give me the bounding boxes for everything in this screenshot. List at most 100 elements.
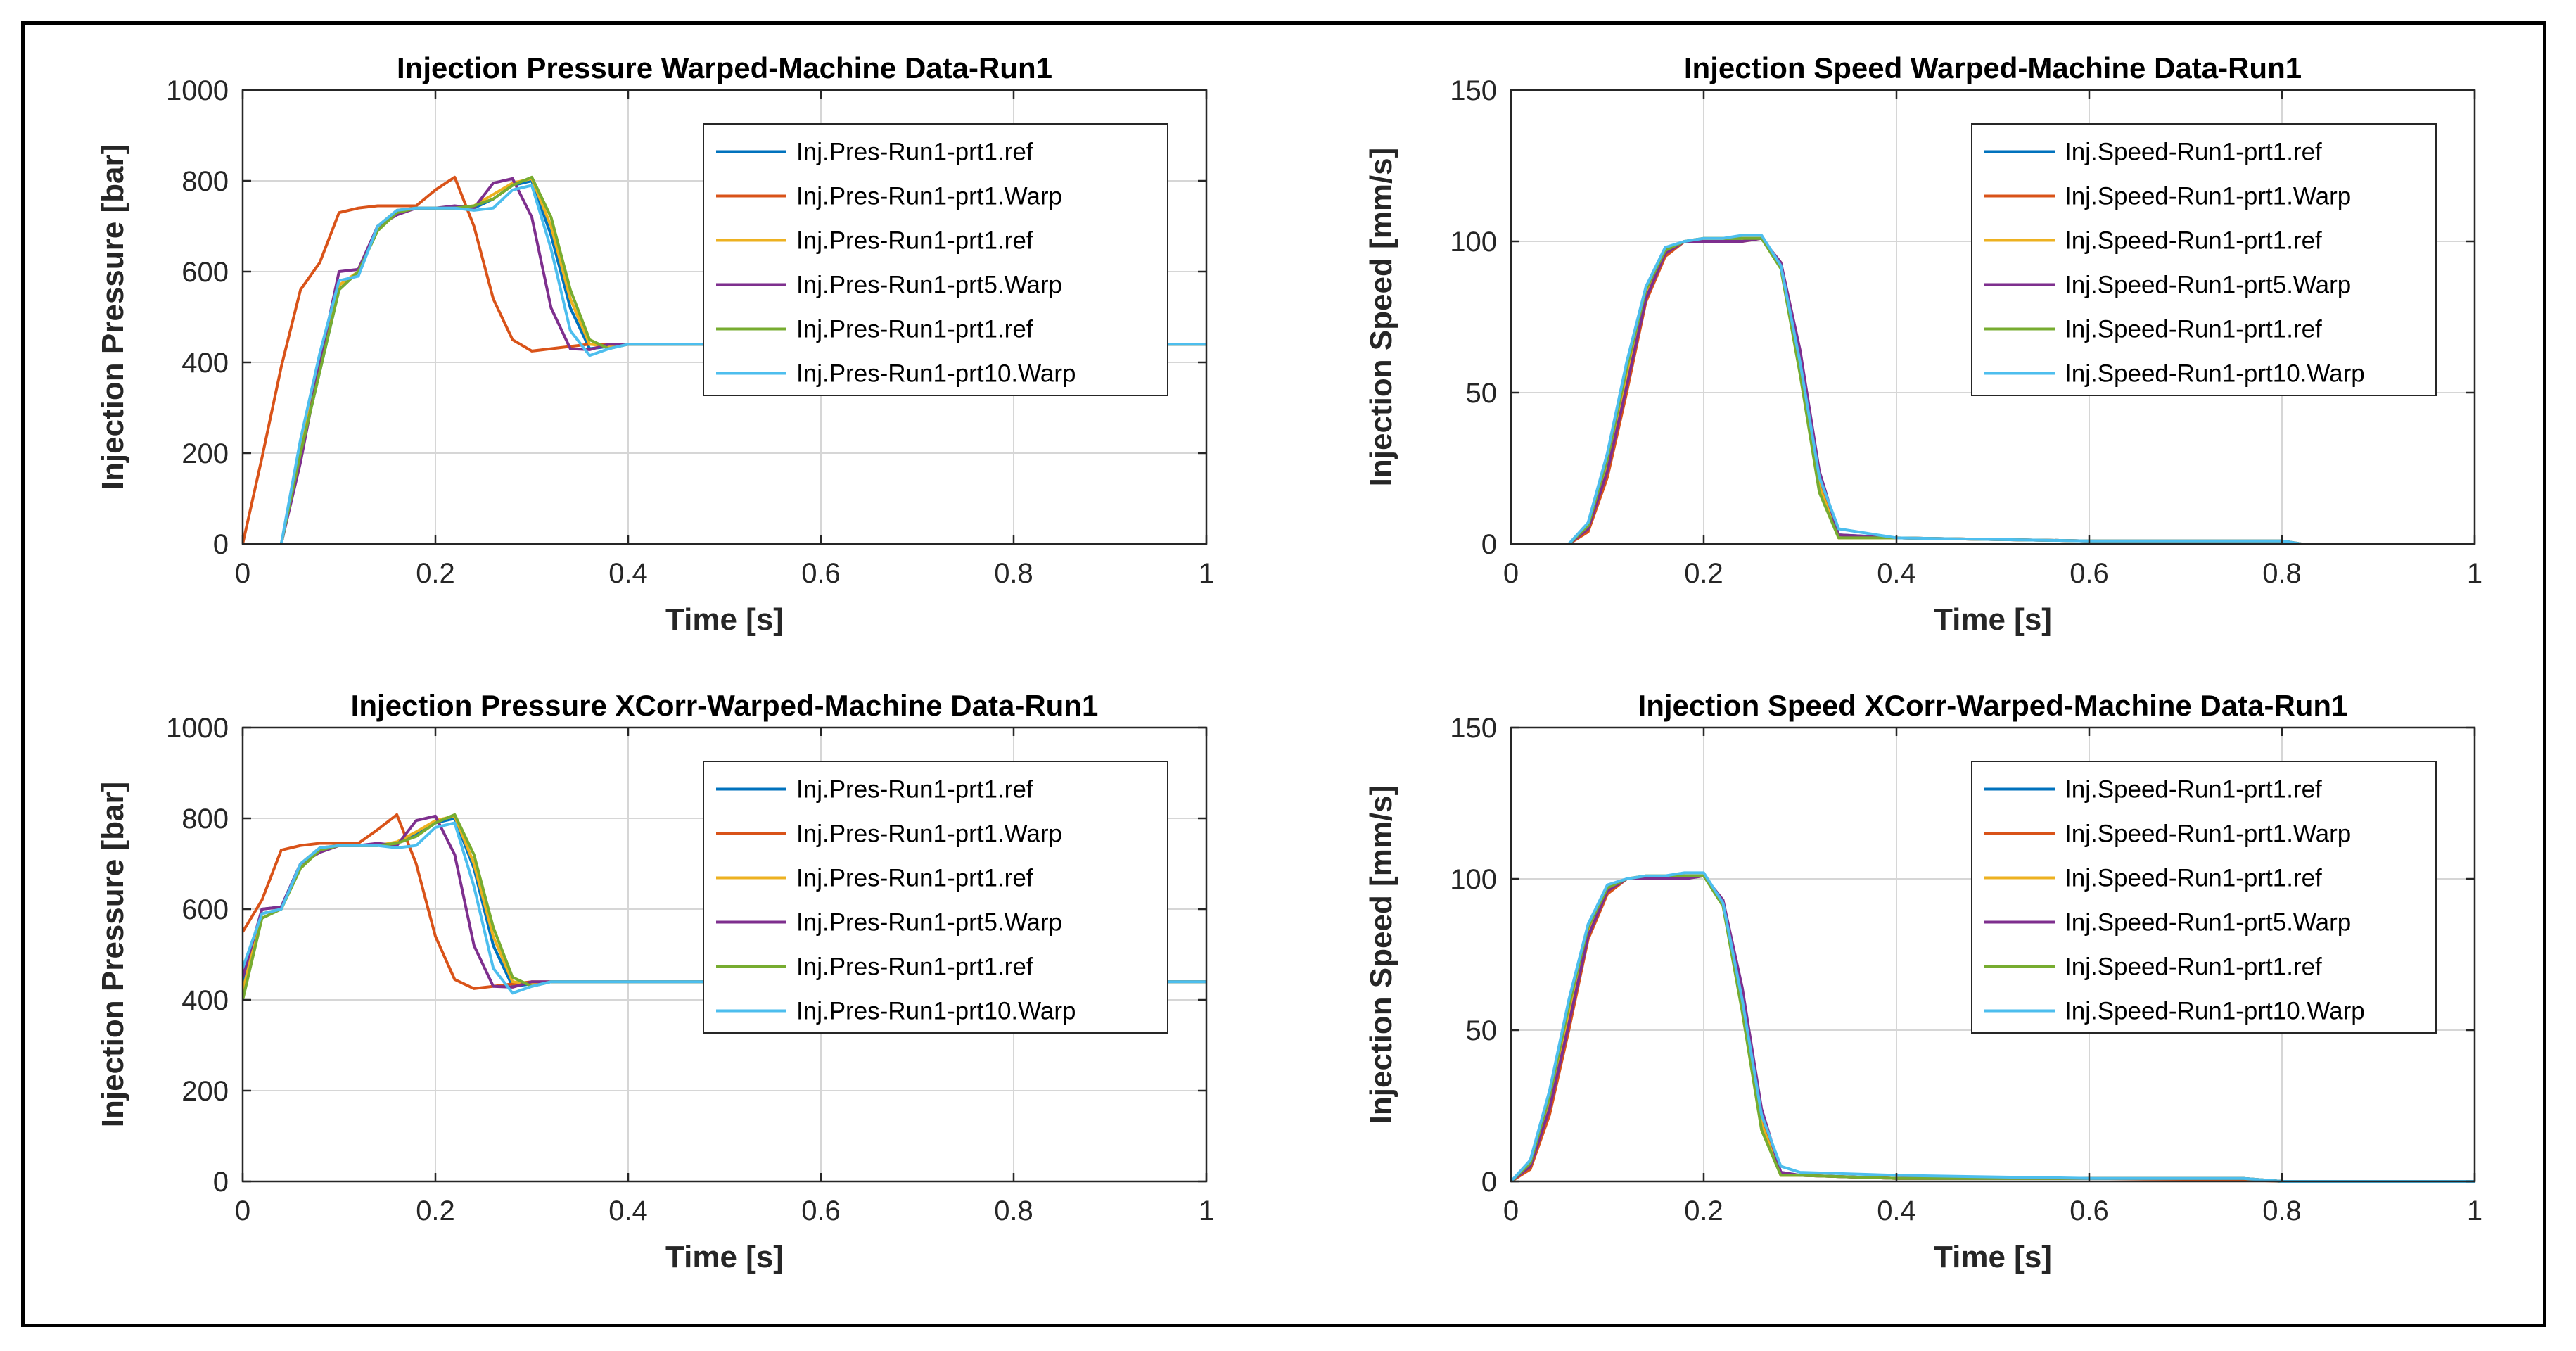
legend: Inj.Pres-Run1-prt1.ref Inj.Pres-Run1-prt1…	[703, 761, 1168, 1034]
x-tick-label: 0.2	[416, 1195, 455, 1226]
legend-entry: Inj.Pres-Run1-prt1.ref	[796, 776, 1033, 804]
figure-canvas: 0 0.2 0.4 0.6 0.8 102004006008001000Injection…	[96, 51, 2482, 1274]
y-tick-label: 200	[181, 438, 229, 469]
x-tick-label: 0.6	[2070, 1195, 2109, 1226]
y-tick-label: 400	[181, 985, 229, 1016]
legend-entry: Inj.Pres-Run1-prt5.Warp	[796, 909, 1062, 937]
chart-title: Injection Speed XCorr-Warped-Machine Dat…	[1638, 689, 2348, 722]
chart-p2: 0 0.2 0.4 0.6 0.8 1 0 50 100 150 Injection Speed W…	[1364, 51, 2482, 637]
y-tick-label: 150	[1450, 75, 1497, 106]
legend-box	[1971, 761, 2437, 1034]
axes-box	[1510, 726, 2476, 1183]
series-line-5	[243, 813, 1206, 1001]
x-tick-label: 1	[2467, 1195, 2482, 1226]
axes-box	[241, 726, 1208, 1183]
y-tick-label: 50	[1466, 378, 1498, 409]
chart-title: Injection Pressure Warped-Machine Data-R…	[397, 51, 1052, 84]
legend-entry: Inj.Pres-Run1-prt1.ref	[796, 316, 1033, 343]
y-axis-label: Injection Pressure [bar]	[96, 782, 130, 1127]
y-axis-label: Injection Pressure [bar]	[96, 144, 130, 490]
y-tick-label: 100	[1450, 864, 1497, 895]
x-tick-label: 0.4	[608, 558, 648, 589]
series-group	[243, 175, 1206, 545]
legend-entry: Inj.Pres-Run1-prt10.Warp	[796, 360, 1076, 388]
x-tick-label: 0	[1503, 1195, 1519, 1226]
y-axis-label: Injection Speed [mm/s]	[1364, 148, 1398, 487]
legend-entry: Inj.Speed-Run1-prt5.Warp	[2065, 272, 2351, 299]
x-axis-label: Time [s]	[665, 1240, 784, 1274]
x-tick-label: 0	[235, 1195, 250, 1226]
y-tick-label: 1000	[166, 713, 229, 744]
series-group	[1511, 871, 2475, 1183]
y-tick-label: 800	[181, 166, 229, 197]
chart-title: Injection Speed Warped-Machine Data-Run1	[1684, 51, 2302, 84]
legend-entry: Inj.Pres-Run1-prt1.ref	[796, 865, 1033, 892]
legend-box	[703, 761, 1168, 1034]
chart-p3: 0 0.2 0.4 0.6 0.8 1 0 200 400 600 800 1000 Injection…	[96, 689, 1214, 1274]
series-line-5	[279, 175, 1206, 545]
y-axis-label: Injection Speed [mm/s]	[1364, 785, 1398, 1124]
y-tick-label: 1000	[166, 75, 229, 106]
chart-p4: 0 0.2 0.4 0.6 0.8 1 0 50 100 150 Injection Speed X…	[1364, 689, 2482, 1274]
x-axis-label: Time [s]	[1934, 1240, 2052, 1274]
legend-box	[1971, 123, 2437, 396]
x-tick-label: 0.8	[2262, 1195, 2302, 1226]
legend-entry: Inj.Speed-Run1-prt1.ref	[2065, 316, 2322, 343]
legend-entry: Inj.Speed-Run1-prt1.ref	[2065, 139, 2322, 166]
x-tick-label: 0.8	[994, 1195, 1033, 1226]
x-tick-label: 0	[235, 558, 250, 589]
y-tick-label: 600	[181, 894, 229, 925]
legend-entry: Inj.Pres-Run1-prt1.ref	[796, 953, 1033, 981]
legend-entry: Inj.Pres-Run1-prt1.Warp	[796, 820, 1062, 848]
x-tick-label: 0.2	[1684, 558, 1723, 589]
legend-entry: Inj.Speed-Run1-prt1.ref	[2065, 953, 2322, 981]
legend-entry: Inj.Speed-Run1-prt5.Warp	[2065, 909, 2351, 937]
legend: Inj.Speed-Run1-prt1.ref Inj.Speed-Run1-pr…	[1971, 761, 2437, 1034]
y-tick-label: 0	[1481, 1167, 1497, 1198]
y-tick-label: 100	[1450, 227, 1497, 258]
x-tick-label: 0.6	[801, 1195, 841, 1226]
series-group	[1511, 234, 2475, 545]
y-tick-label: 0	[1481, 529, 1497, 560]
x-tick-label: 0.8	[2262, 558, 2302, 589]
legend-entry: Inj.Pres-Run1-prt5.Warp	[796, 272, 1062, 299]
x-tick-label: 1	[2467, 558, 2482, 589]
series-group	[243, 813, 1206, 1001]
legend-entry: Inj.Pres-Run1-prt1.Warp	[796, 183, 1062, 210]
legend-entry: Inj.Speed-Run1-prt10.Warp	[2065, 998, 2365, 1025]
x-tick-label: 0.8	[994, 558, 1033, 589]
y-tick-label: 800	[181, 804, 229, 835]
series-line-2	[243, 175, 1206, 545]
y-tick-label: 600	[181, 257, 229, 288]
series-line-6	[243, 821, 1206, 995]
legend-box	[703, 123, 1168, 396]
x-tick-label: 0.4	[1877, 1195, 1916, 1226]
x-tick-label: 0.4	[1877, 558, 1916, 589]
y-tick-label: 400	[181, 348, 229, 379]
figure-frame: 0 0.2 0.4 0.6 0.8 1 0 200 400 600 800 1000 Injection…	[21, 21, 2546, 1327]
legend-entry: Inj.Speed-Run1-prt1.ref	[2065, 776, 2322, 804]
x-tick-label: 0.6	[801, 558, 841, 589]
series-line-6	[279, 184, 1206, 545]
x-tick-label: 1	[1199, 558, 1214, 589]
legend-entry: Inj.Speed-Run1-prt10.Warp	[2065, 360, 2365, 388]
legend-entry: Inj.Speed-Run1-prt1.ref	[2065, 865, 2322, 892]
legend-entry: Inj.Speed-Run1-prt1.Warp	[2065, 183, 2351, 210]
legend-entry: Inj.Speed-Run1-prt1.Warp	[2065, 820, 2351, 848]
series-line-4	[279, 177, 1206, 545]
y-tick-label: 0	[213, 529, 229, 560]
legend: Inj.Speed-Run1-prt1.ref Inj.Speed-Run1-pr…	[1971, 123, 2437, 396]
legend-entry: Inj.Speed-Run1-prt1.ref	[2065, 227, 2322, 255]
axes-box	[1510, 89, 2476, 545]
y-tick-label: 50	[1466, 1015, 1498, 1046]
y-tick-label: 200	[181, 1076, 229, 1107]
x-tick-label: 0.4	[608, 1195, 648, 1226]
x-tick-label: 0.2	[1684, 1195, 1723, 1226]
y-tick-label: 150	[1450, 713, 1497, 744]
legend: Inj.Pres-Run1-prt1.ref Inj.Pres-Run1-prt1…	[703, 123, 1168, 396]
legend-entry: Inj.Pres-Run1-prt1.ref	[796, 139, 1033, 166]
x-axis-label: Time [s]	[665, 602, 784, 637]
x-tick-label: 0.6	[2070, 558, 2109, 589]
legend-entry: Inj.Pres-Run1-prt10.Warp	[796, 998, 1076, 1025]
legend-entry: Inj.Pres-Run1-prt1.ref	[796, 227, 1033, 255]
